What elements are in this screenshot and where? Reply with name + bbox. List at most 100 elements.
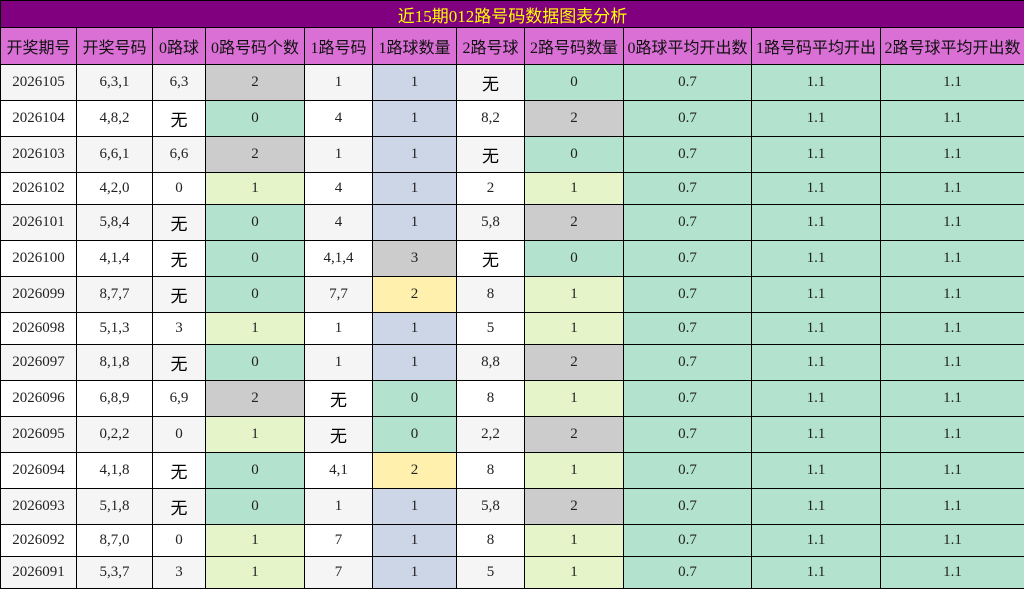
cell-route2-count: 1 (524, 312, 624, 345)
cell-route0-count: 0 (205, 452, 305, 489)
cell-route0-balls: 无 (152, 488, 206, 525)
cell-route2-balls: 8,2 (456, 100, 525, 137)
table-row: 2026092 8,7,0 0 1 7 1 8 1 0.7 1.1 1.1 (0, 524, 1024, 557)
cell-route0-balls: 0 (152, 524, 206, 557)
cell-route2-count: 1 (524, 172, 624, 205)
cell-route1-avg: 1.1 (751, 524, 881, 557)
cell-route0-avg: 0.7 (623, 312, 752, 345)
cell-route0-count: 1 (205, 524, 305, 557)
header-route0-count: 0路号码个数 (205, 27, 305, 65)
cell-period: 2026093 (0, 488, 77, 525)
cell-route0-balls: 0 (152, 416, 206, 453)
cell-route0-count: 0 (205, 240, 305, 277)
cell-route0-balls: 无 (152, 204, 206, 241)
cell-draw-numbers: 0,2,2 (76, 416, 153, 453)
cell-route2-avg: 1.1 (879, 488, 1024, 525)
cell-route0-count: 0 (205, 100, 305, 137)
cell-route0-count: 0 (205, 488, 305, 525)
cell-route1-count: 1 (372, 312, 457, 345)
cell-route1-numbers: 无 (304, 380, 373, 417)
cell-route1-avg: 1.1 (751, 556, 881, 589)
cell-route2-avg: 1.1 (879, 172, 1024, 205)
cell-route0-balls: 6,6 (152, 136, 206, 173)
cell-route0-count: 2 (205, 136, 305, 173)
cell-period: 2026095 (0, 416, 77, 453)
cell-route0-balls: 3 (152, 556, 206, 589)
cell-route2-count: 1 (524, 380, 624, 417)
cell-route2-avg: 1.1 (879, 380, 1024, 417)
table-row: 2026098 5,1,3 3 1 1 1 5 1 0.7 1.1 1.1 (0, 312, 1024, 345)
cell-route2-count: 2 (524, 344, 624, 381)
cell-route1-numbers: 1 (304, 312, 373, 345)
cell-route2-avg: 1.1 (879, 240, 1024, 277)
cell-draw-numbers: 8,7,7 (76, 276, 153, 313)
cell-route2-count: 2 (524, 100, 624, 137)
cell-period: 2026104 (0, 100, 77, 137)
cell-route1-avg: 1.1 (751, 312, 881, 345)
cell-route1-numbers: 无 (304, 416, 373, 453)
table-body: 2026105 6,3,1 6,3 2 1 1 无 0 0.7 1.1 1.1 2026104 4,8,… (0, 64, 1024, 589)
cell-route0-avg: 0.7 (623, 452, 752, 489)
cell-route2-balls: 8 (456, 524, 525, 557)
cell-route1-numbers: 4 (304, 100, 373, 137)
cell-route0-balls: 无 (152, 276, 206, 313)
cell-route0-avg: 0.7 (623, 556, 752, 589)
cell-period: 2026097 (0, 344, 77, 381)
cell-draw-numbers: 5,8,4 (76, 204, 153, 241)
cell-route2-count: 1 (524, 556, 624, 589)
table-title: 近15期012路号码数据图表分析 (0, 0, 1024, 28)
header-route1-numbers: 1路号码 (304, 27, 373, 65)
table-row: 2026093 5,1,8 无 0 1 1 5,8 2 0.7 1.1 1.1 (0, 488, 1024, 525)
cell-route0-avg: 0.7 (623, 276, 752, 313)
cell-route0-avg: 0.7 (623, 172, 752, 205)
cell-route1-numbers: 4,1 (304, 452, 373, 489)
cell-route0-avg: 0.7 (623, 100, 752, 137)
cell-route1-numbers: 4 (304, 172, 373, 205)
cell-draw-numbers: 6,8,9 (76, 380, 153, 417)
cell-route2-avg: 1.1 (879, 100, 1024, 137)
cell-period: 2026099 (0, 276, 77, 313)
cell-route1-avg: 1.1 (751, 204, 881, 241)
cell-period: 2026100 (0, 240, 77, 277)
cell-draw-numbers: 4,1,8 (76, 452, 153, 489)
table-row: 2026095 0,2,2 0 1 无 0 2,2 2 0.7 1.1 1.1 (0, 416, 1024, 453)
cell-route0-count: 2 (205, 380, 305, 417)
cell-period: 2026092 (0, 524, 77, 557)
cell-route1-avg: 1.1 (751, 276, 881, 313)
cell-route2-count: 2 (524, 488, 624, 525)
cell-route1-numbers: 4,1,4 (304, 240, 373, 277)
header-route2-count: 2路号码数量 (524, 27, 624, 65)
cell-route2-balls: 5,8 (456, 488, 525, 525)
cell-route0-avg: 0.7 (623, 204, 752, 241)
cell-route1-count: 3 (372, 240, 457, 277)
cell-route2-balls: 5 (456, 312, 525, 345)
cell-period: 2026102 (0, 172, 77, 205)
cell-route0-count: 1 (205, 312, 305, 345)
cell-route1-count: 1 (372, 204, 457, 241)
cell-route2-balls: 无 (456, 240, 525, 277)
cell-draw-numbers: 8,1,8 (76, 344, 153, 381)
table-row: 2026094 4,1,8 无 0 4,1 2 8 1 0.7 1.1 1.1 (0, 452, 1024, 489)
cell-route2-avg: 1.1 (879, 64, 1024, 101)
cell-route1-numbers: 1 (304, 488, 373, 525)
cell-route2-count: 2 (524, 204, 624, 241)
cell-route1-count: 0 (372, 380, 457, 417)
cell-period: 2026094 (0, 452, 77, 489)
cell-route2-count: 2 (524, 416, 624, 453)
cell-route2-avg: 1.1 (879, 344, 1024, 381)
cell-draw-numbers: 5,1,3 (76, 312, 153, 345)
cell-route1-count: 1 (372, 344, 457, 381)
cell-route1-avg: 1.1 (751, 380, 881, 417)
cell-route0-avg: 0.7 (623, 380, 752, 417)
cell-period: 2026091 (0, 556, 77, 589)
cell-route1-count: 0 (372, 416, 457, 453)
cell-route1-numbers: 1 (304, 136, 373, 173)
cell-route1-count: 1 (372, 100, 457, 137)
cell-draw-numbers: 5,3,7 (76, 556, 153, 589)
table-row: 2026091 5,3,7 3 1 7 1 5 1 0.7 1.1 1.1 (0, 556, 1024, 589)
cell-route0-avg: 0.7 (623, 416, 752, 453)
cell-route0-balls: 6,9 (152, 380, 206, 417)
cell-route1-count: 2 (372, 276, 457, 313)
cell-route2-balls: 8 (456, 452, 525, 489)
cell-route1-avg: 1.1 (751, 172, 881, 205)
